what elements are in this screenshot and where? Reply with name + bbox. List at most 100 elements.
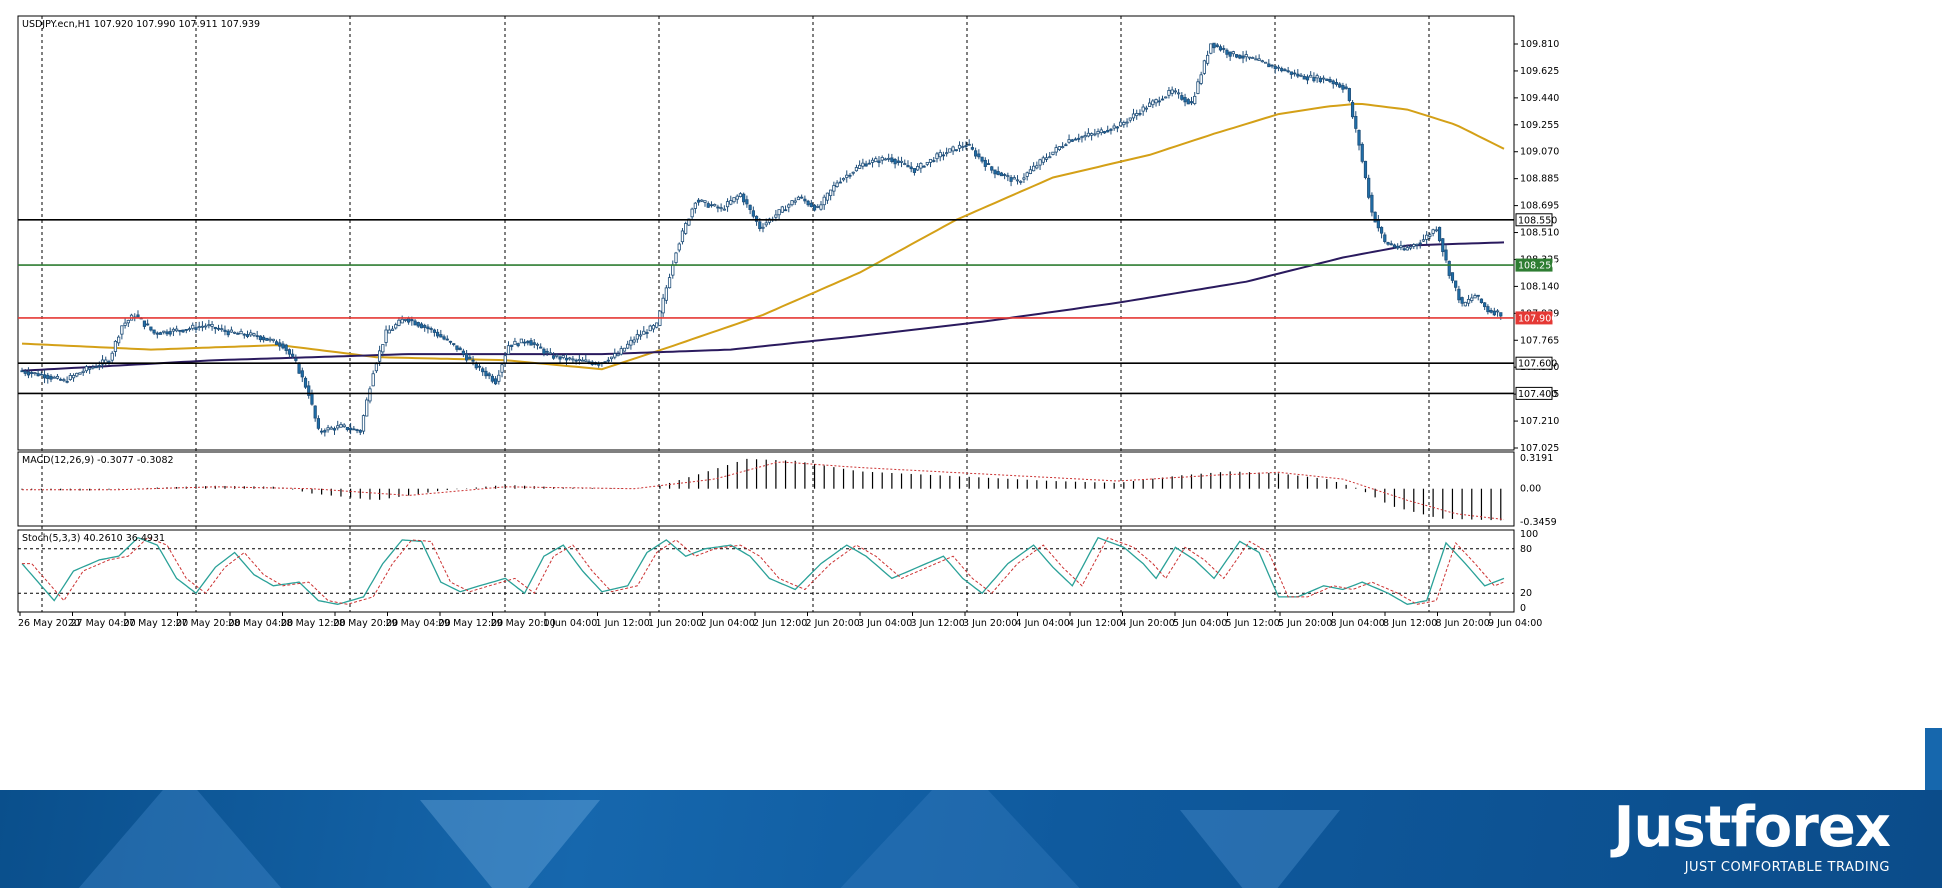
candle bbox=[1051, 151, 1055, 155]
candle bbox=[33, 372, 37, 375]
candle bbox=[210, 323, 214, 327]
candle bbox=[1466, 298, 1471, 304]
price-axis-label: 108.510 bbox=[1520, 228, 1559, 239]
time-axis-label: 3 Jun 04:00 bbox=[858, 618, 912, 629]
candle bbox=[1486, 306, 1490, 313]
candle bbox=[993, 169, 997, 175]
candle bbox=[271, 338, 275, 341]
candle bbox=[774, 214, 778, 218]
candle bbox=[378, 350, 382, 362]
candle bbox=[1025, 172, 1029, 177]
candle bbox=[845, 174, 849, 178]
candle bbox=[754, 215, 759, 222]
candle bbox=[1073, 138, 1078, 141]
candle bbox=[226, 330, 230, 336]
candle bbox=[1048, 156, 1052, 159]
candle bbox=[342, 424, 346, 428]
candle bbox=[974, 150, 978, 157]
time-axis-label: 1 Jun 04:00 bbox=[543, 618, 597, 629]
candle bbox=[896, 160, 900, 163]
candle bbox=[390, 328, 395, 331]
candle bbox=[323, 430, 327, 433]
candle bbox=[1444, 249, 1448, 261]
time-axis-label: 27 May 12:00 bbox=[123, 618, 188, 629]
candle bbox=[954, 149, 958, 152]
candle bbox=[477, 365, 482, 368]
candle bbox=[1038, 159, 1042, 166]
price-axis-label: 108.885 bbox=[1520, 174, 1559, 185]
trading-chart[interactable]: 109.810 109.625 109.440 109.255 109.070 108.8… bbox=[0, 0, 1942, 790]
candle bbox=[696, 199, 701, 203]
candle bbox=[258, 335, 263, 341]
candle bbox=[1441, 238, 1445, 253]
candle bbox=[645, 332, 649, 334]
candle bbox=[626, 343, 630, 349]
candle bbox=[468, 356, 472, 360]
candle bbox=[423, 325, 427, 328]
candle bbox=[912, 168, 917, 173]
candle bbox=[352, 428, 356, 431]
candle bbox=[384, 329, 388, 343]
candle bbox=[874, 158, 878, 163]
candle bbox=[471, 359, 475, 362]
macd-label: MACD(12,26,9) -0.3077 -0.3082 bbox=[22, 455, 174, 466]
time-axis-label: 3 Jun 12:00 bbox=[911, 618, 965, 629]
candle bbox=[1350, 102, 1355, 118]
candle bbox=[1425, 234, 1429, 240]
candle bbox=[1447, 260, 1451, 276]
time-axis-label: 1 Jun 12:00 bbox=[596, 618, 650, 629]
time-axis-label: 1 Jun 20:00 bbox=[648, 618, 702, 629]
candle bbox=[97, 365, 101, 367]
brand-logo[interactable]: Justforex JUST COMFORTABLE TRADING bbox=[1614, 798, 1891, 876]
candle bbox=[680, 230, 685, 243]
candle bbox=[948, 148, 952, 153]
candle bbox=[1408, 246, 1413, 249]
candle bbox=[564, 357, 569, 361]
price-axis-label: 107.765 bbox=[1520, 335, 1559, 346]
candle bbox=[790, 200, 794, 206]
stoch-axis-label: 100 bbox=[1520, 529, 1538, 540]
candle bbox=[690, 208, 694, 218]
candle bbox=[158, 332, 163, 335]
candle bbox=[1151, 100, 1155, 106]
candle bbox=[1160, 98, 1165, 101]
candle bbox=[448, 340, 453, 343]
candle bbox=[1437, 226, 1442, 242]
candle bbox=[532, 342, 536, 345]
candle bbox=[1389, 243, 1393, 246]
candle bbox=[1022, 177, 1026, 180]
candle bbox=[197, 326, 201, 329]
candle bbox=[964, 145, 968, 148]
candle bbox=[832, 185, 836, 192]
candle bbox=[1215, 44, 1219, 47]
price-axis-label: 107.025 bbox=[1520, 443, 1559, 454]
candle bbox=[1106, 129, 1110, 133]
candle bbox=[1318, 77, 1322, 83]
candle bbox=[1421, 239, 1426, 242]
chart-canvas[interactable]: 109.810 109.625 109.440 109.255 109.070 108.8… bbox=[0, 0, 1942, 790]
candle bbox=[1144, 107, 1148, 110]
candle bbox=[1495, 310, 1500, 313]
candle bbox=[1183, 97, 1187, 103]
candle bbox=[693, 202, 697, 209]
stoch-axis-label: 20 bbox=[1520, 588, 1532, 599]
candle bbox=[877, 160, 881, 163]
candle bbox=[816, 206, 820, 208]
candle bbox=[661, 297, 665, 314]
candle bbox=[1392, 244, 1397, 248]
candle bbox=[1357, 129, 1361, 146]
candle bbox=[835, 182, 839, 187]
candle bbox=[149, 326, 153, 331]
candle bbox=[1315, 75, 1319, 79]
candle bbox=[1280, 68, 1284, 72]
candle bbox=[1499, 312, 1503, 317]
candle bbox=[117, 336, 121, 344]
candle bbox=[1479, 298, 1484, 304]
time-axis-label: 27 May 20:00 bbox=[176, 618, 241, 629]
candle bbox=[622, 347, 627, 352]
candle bbox=[78, 372, 82, 375]
candle bbox=[935, 153, 939, 160]
candle bbox=[606, 359, 610, 362]
candle bbox=[854, 167, 859, 172]
candle bbox=[713, 204, 717, 207]
